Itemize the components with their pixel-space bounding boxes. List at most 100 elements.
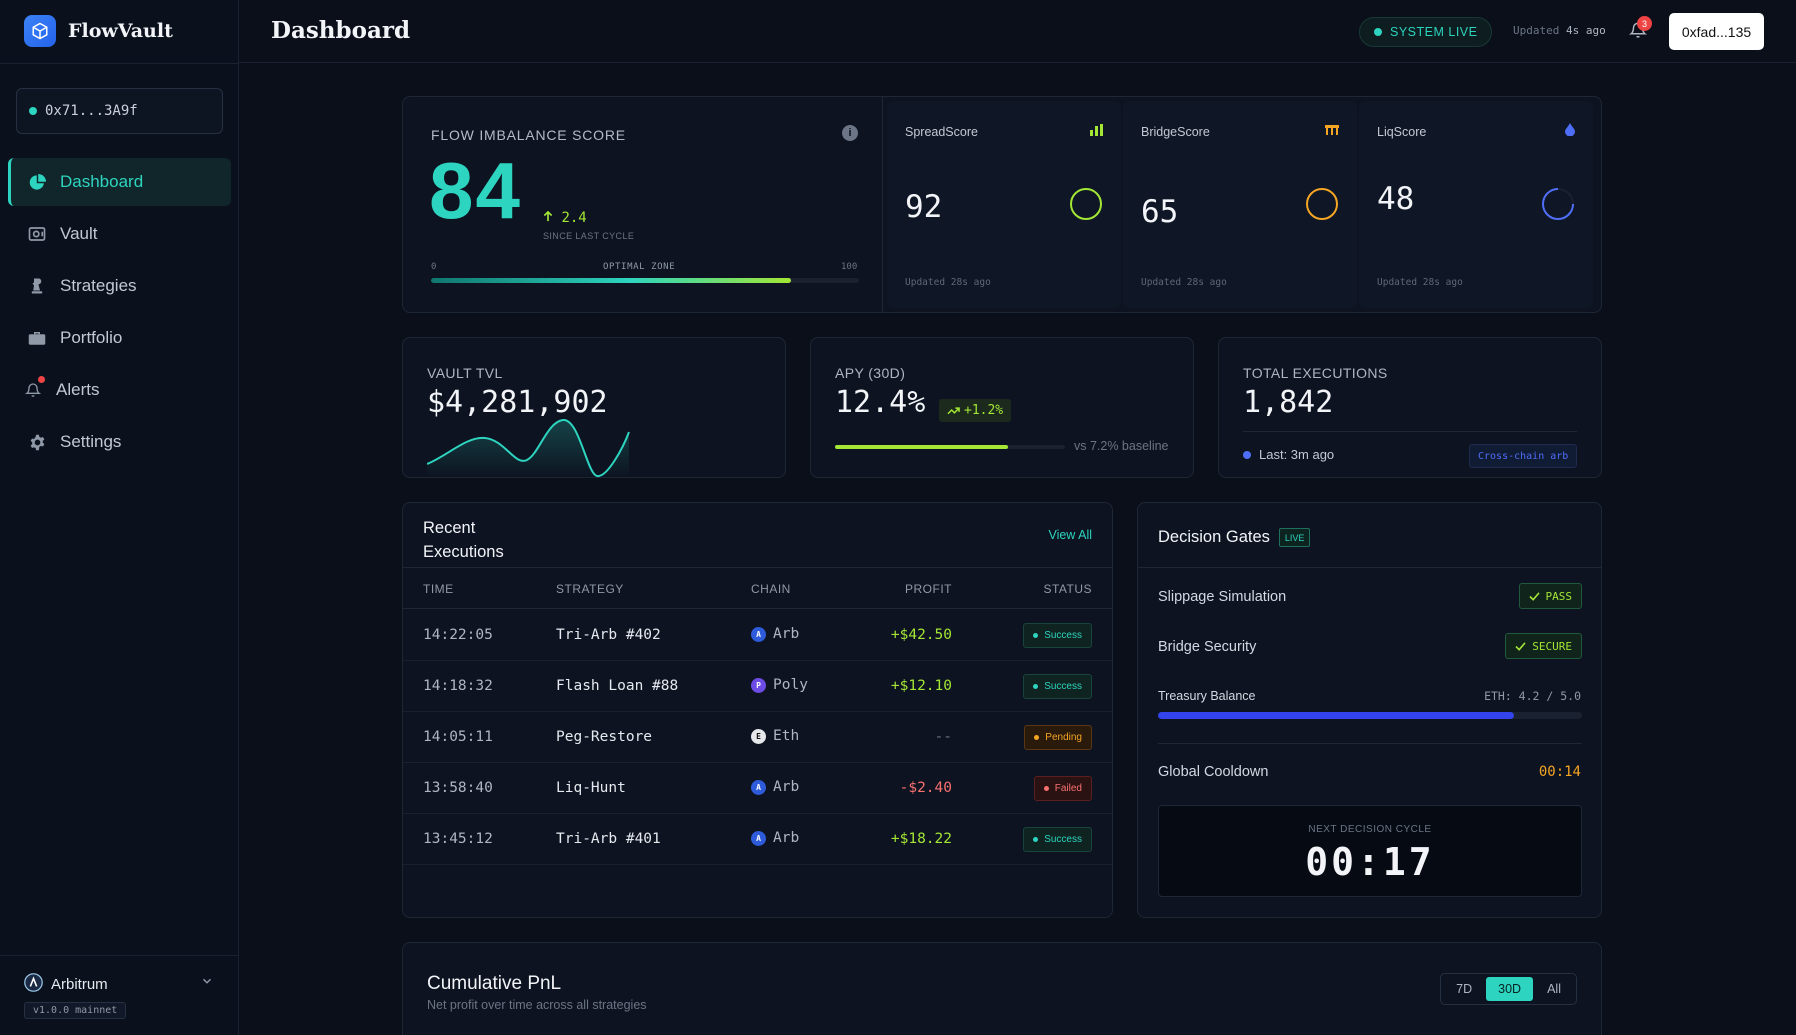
column-header-profit[interactable]: PROFIT — [905, 582, 952, 596]
wallet-address-pill[interactable]: 0x71...3A9f — [16, 88, 223, 134]
alert-indicator — [38, 376, 45, 383]
page-title: Dashboard — [271, 17, 411, 44]
sidebar-item-alerts[interactable]: Alerts — [8, 366, 231, 414]
gate-status-badge: SECURE — [1505, 633, 1582, 659]
sidebar-item-settings[interactable]: Settings — [8, 418, 231, 466]
check-icon — [1515, 641, 1526, 651]
apy-card: APY (30D) 12.4% +1.2% vs 7.2% baseline — [810, 337, 1194, 478]
table-row[interactable]: 13:58:40 Liq-Hunt A Arb -$2.40 Failed — [403, 763, 1112, 814]
next-cycle-timer: 00:17 — [1305, 840, 1435, 884]
status-text: Failed — [1054, 783, 1082, 794]
status-badge: Success — [1023, 623, 1092, 648]
kpi-value: $4,281,902 — [427, 385, 608, 420]
bell-icon — [24, 381, 42, 399]
status-badge: Success — [1023, 827, 1092, 852]
updated-value: 4s ago — [1565, 24, 1606, 37]
wallet-address: 0x71...3A9f — [45, 103, 138, 119]
flow-imbalance-score: 84 — [429, 146, 522, 235]
subscore-name: LiqScore — [1377, 125, 1427, 139]
card-divider — [1243, 431, 1577, 432]
sidebar-item-dashboard[interactable]: Dashboard — [8, 158, 231, 206]
apy-progress-fill — [835, 445, 1008, 449]
status-text: Success — [1044, 681, 1082, 692]
gate-slippage: Slippage Simulation PASS — [1158, 583, 1582, 611]
kpi-value: 12.4% — [835, 385, 926, 420]
status-badge: Success — [1023, 674, 1092, 699]
column-header-strategy[interactable]: STRATEGY — [556, 582, 624, 596]
brand[interactable]: FlowVault — [24, 15, 173, 47]
brand-name: FlowVault — [68, 20, 173, 42]
range-30d-button[interactable]: 30D — [1486, 977, 1534, 1001]
subscore-liq[interactable]: LiqScore 48 Updated 28s ago — [1359, 101, 1593, 308]
table-row[interactable]: 13:45:12 Tri-Arb #401 A Arb +$18.22 Succe… — [403, 814, 1112, 865]
score-progress-fill — [431, 278, 791, 283]
cell-chain: A Arb — [751, 779, 799, 795]
range-toggle: 7D 30D All — [1440, 973, 1577, 1005]
range-all-button[interactable]: All — [1547, 982, 1561, 996]
vault-icon — [28, 225, 46, 243]
sidebar: FlowVault 0x71...3A9f Dashboard Vault — [0, 0, 239, 1035]
subscore-name: BridgeScore — [1141, 125, 1210, 139]
connected-dot — [29, 107, 37, 115]
sidebar-item-label: Alerts — [56, 380, 100, 399]
chess-icon — [28, 277, 46, 295]
section-subtitle: Net profit over time across all strategi… — [427, 998, 647, 1012]
table-row[interactable]: 14:18:32 Flash Loan #88 P Poly +$12.10 Su… — [403, 661, 1112, 712]
cooldown-label: Global Cooldown — [1158, 764, 1269, 780]
network-name: Arbitrum — [51, 976, 108, 993]
version-badge: v1.0.0 mainnet — [24, 1002, 127, 1019]
status-badge: Pending — [1024, 725, 1092, 750]
subscore-bridge[interactable]: BridgeScore 65 Updated 28s ago — [1123, 101, 1357, 308]
ethereum-chain-icon: E — [751, 728, 766, 744]
status-dot — [1033, 684, 1039, 689]
arbitrum-chain-icon: A — [751, 626, 766, 642]
apy-change-badge: +1.2% — [939, 399, 1012, 422]
info-icon[interactable]: i — [842, 125, 858, 141]
cell-strategy: Peg-Restore — [556, 729, 653, 745]
subscore-ring — [1070, 188, 1102, 220]
system-status-badge: SYSTEM LIVE — [1359, 17, 1493, 47]
subscore-updated: Updated 28s ago — [1377, 277, 1463, 288]
system-status-text: SYSTEM LIVE — [1390, 25, 1478, 39]
cell-strategy: Tri-Arb #401 — [556, 831, 661, 847]
wallet-connect-button[interactable]: 0xfad...135 — [1669, 13, 1764, 50]
arbitrum-chain-icon: A — [751, 779, 766, 795]
cell-chain: A Arb — [751, 626, 799, 642]
card-divider — [1158, 743, 1582, 744]
table-row[interactable]: 14:05:11 Peg-Restore E Eth -- Pending — [403, 712, 1112, 763]
column-header-chain[interactable]: CHAIN — [751, 582, 791, 596]
view-all-link[interactable]: View All — [1048, 528, 1092, 542]
table-row[interactable]: 14:22:05 Tri-Arb #402 A Arb +$42.50 Succe… — [403, 610, 1112, 661]
column-header-time[interactable]: TIME — [423, 582, 454, 596]
kpi-label: APY (30D) — [835, 365, 906, 381]
range-7d-button[interactable]: 7D — [1456, 982, 1473, 996]
status-text: Success — [1044, 834, 1082, 845]
sidebar-item-strategies[interactable]: Strategies — [8, 262, 231, 310]
cell-time: 13:58:40 — [423, 780, 493, 796]
network-selector[interactable]: Arbitrum — [24, 973, 108, 996]
kpi-label: VAULT TVL — [427, 365, 503, 381]
sidebar-item-vault[interactable]: Vault — [8, 210, 231, 258]
cell-time: 14:22:05 — [423, 627, 493, 643]
sidebar-item-label: Dashboard — [60, 172, 144, 191]
cell-time: 14:18:32 — [423, 678, 493, 694]
cell-profit: +$42.50 — [890, 627, 952, 643]
droplet-icon — [1565, 123, 1575, 141]
chevron-down-icon[interactable] — [200, 974, 214, 993]
execution-dot — [1243, 450, 1251, 459]
arrow-up-icon — [543, 210, 553, 222]
sidebar-item-portfolio[interactable]: Portfolio — [8, 314, 231, 362]
cell-profit: -$2.40 — [899, 780, 952, 796]
flow-imbalance-label: FLOW IMBALANCE SCORE — [431, 127, 626, 143]
treasury-value: ETH: 4.2 / 5.0 — [1484, 689, 1581, 703]
status-dot — [1043, 786, 1049, 791]
chain-name: Arb — [773, 830, 800, 846]
gate-label: Slippage Simulation — [1158, 589, 1287, 605]
subscore-value: 92 — [905, 189, 943, 225]
subscore-spread[interactable]: SpreadScore 92 Updated 28s ago — [887, 101, 1121, 308]
column-header-status[interactable]: STATUS — [1043, 582, 1092, 596]
vault-tvl-card: VAULT TVL $4,281,902 — [402, 337, 786, 478]
arbitrum-logo-icon — [24, 973, 43, 996]
sidebar-item-label: Strategies — [60, 276, 137, 295]
cell-strategy: Tri-Arb #402 — [556, 627, 661, 643]
